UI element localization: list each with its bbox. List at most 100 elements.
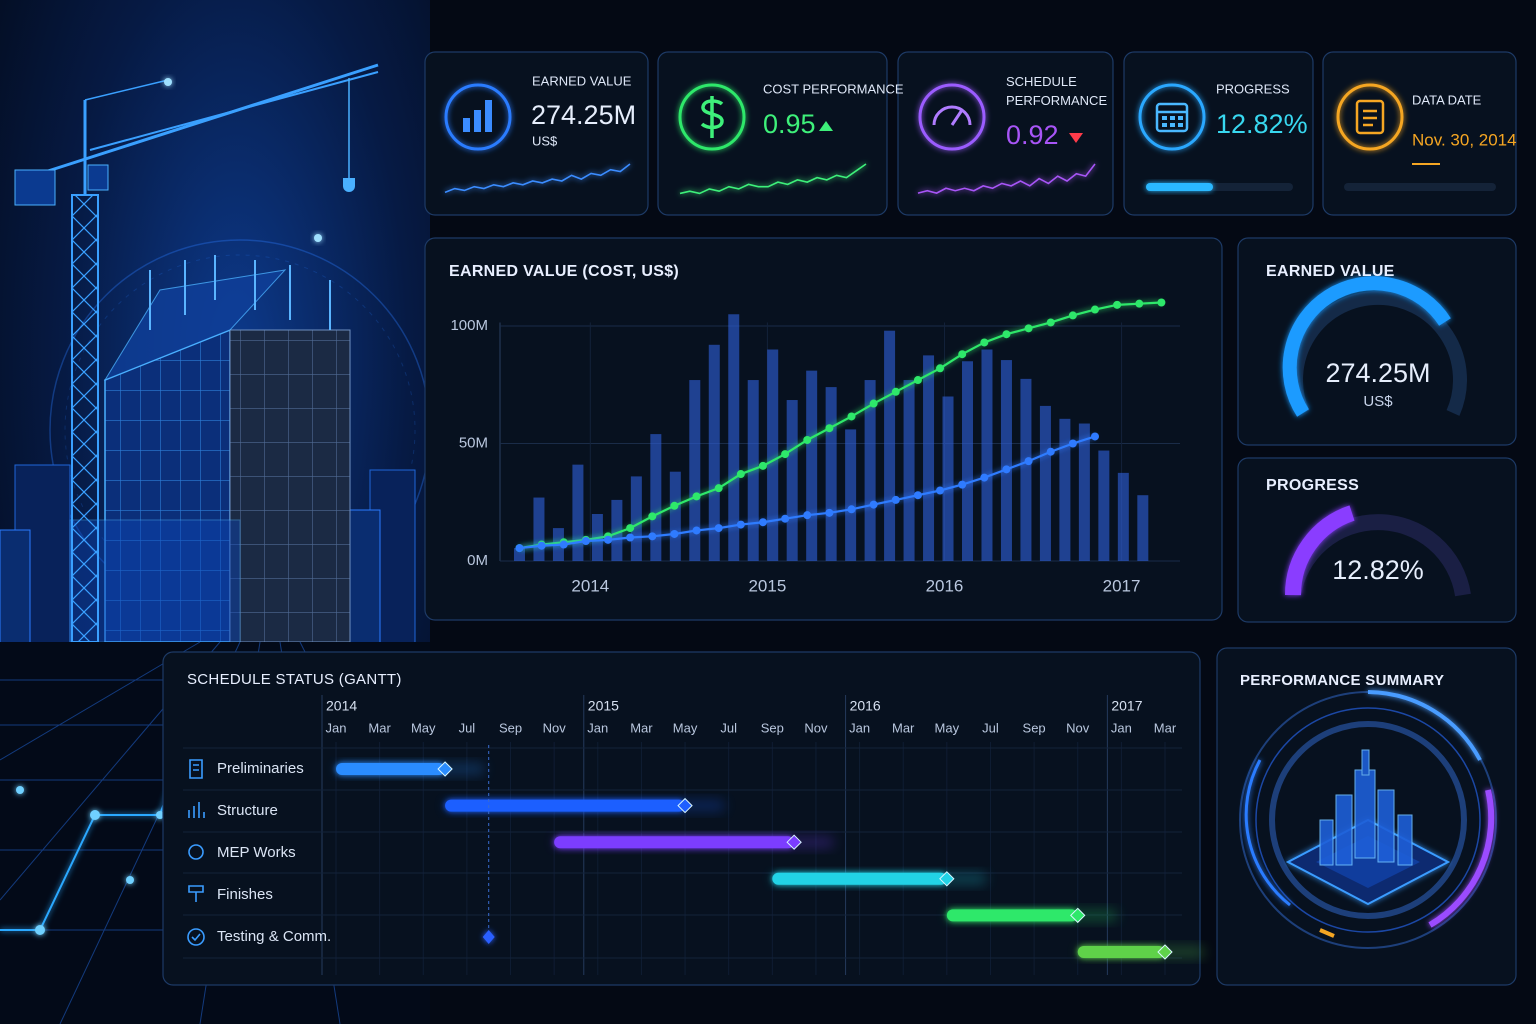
- kpi-label: SCHEDULE PERFORMANCE: [1006, 74, 1108, 108]
- line-point: [1091, 305, 1099, 314]
- milestone: [482, 930, 495, 944]
- gantt-month-label: Sep: [499, 720, 522, 735]
- bar: [1000, 360, 1012, 561]
- gantt-month-label: Jan: [849, 720, 870, 735]
- line-point: [869, 399, 878, 408]
- line-point: [958, 480, 967, 489]
- gantt-month-label: Nov: [804, 720, 828, 735]
- kpi-label: PROGRESS: [1216, 81, 1290, 96]
- bar: [767, 349, 779, 561]
- gantt-year-label: 2014: [326, 698, 357, 714]
- bar: [630, 476, 642, 561]
- y-tick-label: 50M: [459, 434, 488, 451]
- bar: [708, 344, 720, 561]
- line-point: [936, 486, 945, 495]
- line-point: [626, 533, 635, 542]
- bar: [669, 471, 681, 561]
- line-point: [1024, 457, 1033, 466]
- gantt-month-label: Mar: [368, 720, 391, 735]
- gantt-month-label: Mar: [630, 720, 653, 735]
- gantt-month-label: Nov: [543, 720, 567, 735]
- gantt-bar: [445, 799, 686, 812]
- line-point: [758, 518, 767, 527]
- line-point: [559, 540, 568, 549]
- bar: [1098, 450, 1110, 561]
- bar: [533, 497, 545, 561]
- bar: [845, 429, 857, 561]
- bar: [962, 361, 973, 561]
- line-point: [958, 350, 967, 359]
- gantt-diamond: [786, 834, 802, 850]
- gantt-title: SCHEDULE STATUS (GANTT): [187, 671, 402, 688]
- bar: [1039, 405, 1051, 561]
- gantt-bar: [554, 836, 795, 849]
- line-point: [980, 473, 989, 482]
- bar: [942, 396, 954, 561]
- gantt-diamond: [677, 797, 693, 814]
- line-point: [648, 532, 657, 541]
- task-icon: [187, 928, 205, 946]
- bar: [806, 370, 818, 561]
- task-label: Preliminaries: [217, 760, 304, 777]
- sparkline: [917, 163, 1096, 194]
- kpi-unit: US$: [532, 133, 558, 148]
- kpi-value: 274.25M: [531, 100, 636, 130]
- bar: [1137, 495, 1149, 561]
- line-point: [803, 435, 812, 444]
- bar: [513, 548, 525, 561]
- bar: [825, 387, 837, 561]
- kpi-label-box: SCHEDULE PERFORMANCE: [1006, 74, 1108, 108]
- sparkline: [679, 163, 867, 195]
- line-point: [1068, 311, 1077, 320]
- line-point: [1135, 299, 1144, 308]
- bar: [650, 434, 662, 561]
- bar: [728, 314, 740, 561]
- task-icon: [189, 759, 203, 779]
- task-label: Finishes: [217, 886, 273, 903]
- line-point: [936, 364, 945, 373]
- line-point: [736, 520, 745, 529]
- line-point: [980, 338, 989, 347]
- line-point: [891, 495, 900, 504]
- gantt-month-label: Jul: [720, 720, 737, 735]
- kpi-value: 0.92: [1006, 120, 1059, 150]
- gantt-diamond: [939, 871, 955, 887]
- gauge-value: 274.25M: [1325, 358, 1430, 388]
- kpi-label: COST PERFORMANCE: [763, 81, 904, 96]
- bar: [611, 499, 623, 561]
- x-tick-label: 2015: [748, 576, 786, 595]
- line-point: [913, 491, 922, 500]
- bar: [1020, 378, 1032, 561]
- line-point: [515, 544, 524, 553]
- gantt-month-label: Jan: [1111, 720, 1132, 735]
- line-point: [1002, 330, 1011, 339]
- bar: [786, 400, 798, 561]
- gantt-diamond: [1157, 944, 1173, 960]
- task-label: Testing & Comm.: [217, 928, 331, 945]
- gantt-year-label: 2016: [850, 698, 881, 714]
- line-point: [825, 424, 834, 433]
- gantt-month-label: Jul: [982, 720, 999, 735]
- kpi-label: EARNED VALUE: [532, 73, 632, 88]
- line-point: [1002, 465, 1011, 474]
- gantt-diamond: [437, 761, 453, 777]
- task-label: MEP Works: [217, 844, 296, 861]
- y-tick-label: 0M: [467, 552, 488, 569]
- task-label: Structure: [217, 802, 278, 819]
- gauge-unit: US$: [1363, 393, 1393, 410]
- line-point: [803, 511, 812, 520]
- line-point: [736, 470, 745, 479]
- gantt-bar: [946, 909, 1078, 922]
- gantt-year-label: 2017: [1111, 698, 1142, 714]
- bar: [1117, 472, 1129, 561]
- line-point: [1157, 298, 1166, 307]
- line-point: [1113, 300, 1122, 309]
- bar: [923, 355, 935, 561]
- line-point: [913, 376, 922, 385]
- kpi-label: DATA DATE: [1412, 92, 1482, 107]
- gauge-title: PROGRESS: [1266, 477, 1359, 494]
- line-point: [1091, 432, 1099, 441]
- gantt-month-label: May: [411, 720, 436, 735]
- gantt-month-label: May: [673, 720, 698, 735]
